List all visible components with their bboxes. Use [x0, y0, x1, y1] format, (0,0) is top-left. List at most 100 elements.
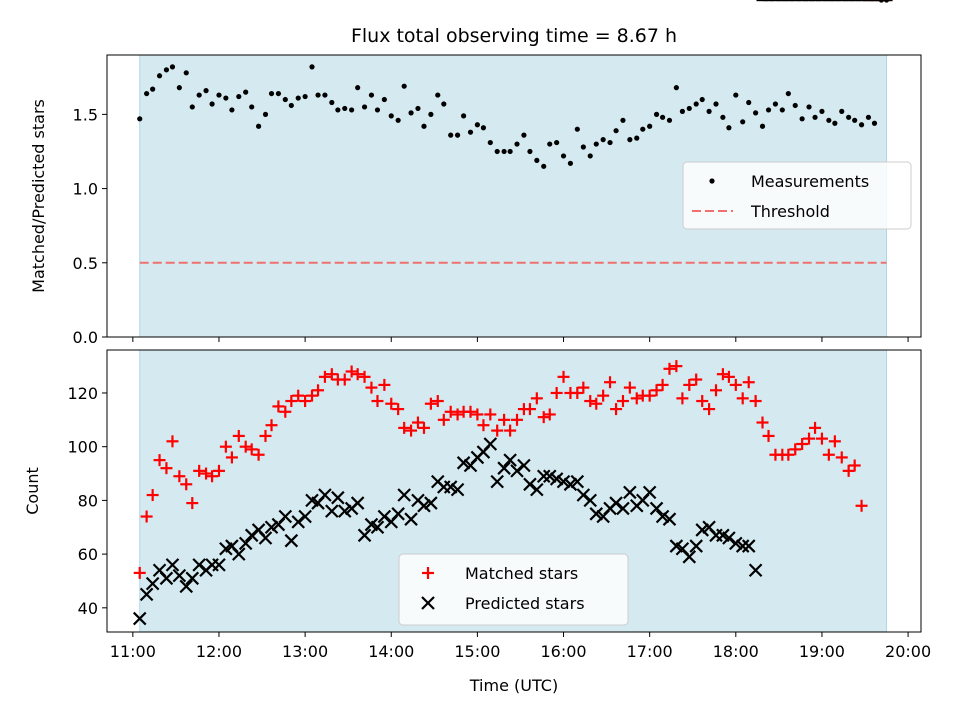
measurement-point — [335, 107, 341, 113]
predicted-star-point — [172, 568, 187, 583]
matched-star-point — [358, 370, 371, 383]
x-tick-label: 11:00 — [110, 642, 156, 661]
x-tick-label: 20:00 — [885, 642, 931, 661]
measurement-point — [826, 117, 832, 123]
measurement-point — [679, 108, 685, 114]
legend-predicted-marker — [421, 596, 435, 610]
matched-star-point — [351, 368, 364, 381]
measurement-point — [150, 86, 156, 92]
predicted-star-point — [536, 469, 551, 484]
measurement-point — [846, 114, 852, 120]
matched-star-point — [630, 392, 643, 405]
measurement-point — [163, 67, 170, 73]
legend-matched-label: Matched stars — [465, 564, 578, 583]
measurement-point — [554, 139, 560, 146]
top-y-tick-label: 0.0 — [73, 328, 98, 347]
measurement-point — [852, 117, 858, 123]
matched-star-point — [477, 419, 490, 432]
measurement-point — [441, 101, 447, 107]
measurement-point — [295, 95, 301, 101]
predicted-star-point — [139, 587, 154, 602]
measurement-point — [720, 114, 726, 120]
measurement-point — [812, 114, 818, 120]
matched-star-point — [722, 370, 735, 383]
predicted-star-point — [583, 493, 598, 508]
matched-star-point — [623, 381, 636, 394]
measurement-point — [156, 73, 163, 79]
matched-star-point — [219, 440, 232, 453]
predicted-star-point — [682, 550, 697, 564]
measurement-point — [753, 110, 759, 116]
matched-star-point — [180, 478, 193, 491]
predicted-star-point — [264, 520, 279, 535]
matched-star-point — [796, 438, 809, 450]
bottom-y-ticks: 40 60 80 100 120 — [67, 384, 107, 618]
matched-star-point — [186, 497, 199, 510]
measurement-point — [858, 122, 865, 128]
measurement-point — [169, 64, 176, 70]
matched-star-point — [835, 451, 848, 464]
matched-star-point — [385, 397, 398, 410]
predicted-star-point — [165, 558, 180, 572]
matched-star-point — [133, 566, 146, 579]
top-y-axis-label: Matched/Predicted stars — [29, 99, 48, 293]
matched-star-point — [411, 416, 424, 429]
measurement-point — [361, 104, 368, 110]
top-legend-box — [682, 161, 912, 230]
bottom-y-tick-label: 120 — [67, 384, 98, 403]
matched-star-point — [173, 470, 186, 483]
matched-star-point — [676, 392, 689, 405]
predicted-star-point — [417, 498, 431, 513]
matched-star-point — [398, 421, 411, 434]
matched-star-point — [590, 397, 603, 410]
matched-star-point — [239, 440, 252, 453]
legend-predicted-label: Predicted stars — [465, 594, 585, 613]
measurement-point — [480, 125, 487, 131]
predicted-star-point — [556, 474, 571, 489]
x-axis-label: Time (UTC) — [469, 676, 558, 695]
measurement-point — [772, 101, 779, 107]
measurement-point — [282, 96, 288, 103]
matched-star-point — [444, 405, 457, 418]
measurement-point — [560, 153, 567, 159]
measurement-point — [659, 114, 666, 120]
measurement-point — [759, 123, 766, 129]
measurement-point — [871, 120, 878, 126]
matched-star-point — [206, 470, 219, 483]
predicted-star-point — [542, 469, 557, 484]
matched-star-point — [683, 378, 696, 391]
top-y-tick-label: 0.5 — [73, 254, 98, 273]
measurement-point — [653, 111, 660, 117]
matched-star-point — [523, 403, 536, 416]
predicted-star-point — [456, 456, 471, 470]
predicted-star-point — [623, 485, 637, 500]
top-y-tick-label: 1.0 — [73, 180, 98, 199]
measurement-point — [454, 132, 461, 138]
matched-star-point — [285, 395, 298, 408]
measurement-point — [839, 108, 845, 114]
measurement-point — [699, 96, 705, 103]
predicted-star-point — [649, 501, 664, 516]
matched-star-point — [417, 421, 430, 434]
measurement-point — [243, 89, 249, 95]
predicted-star-point — [258, 531, 273, 545]
top-x-ticks — [132, 337, 909, 342]
matched-star-point — [484, 408, 497, 421]
predicted-star-point — [483, 437, 498, 451]
predicted-star-point — [232, 547, 246, 561]
measurement-point — [401, 83, 407, 89]
measurement-point — [395, 117, 401, 123]
matched-star-point — [365, 381, 378, 394]
predicted-star-point — [404, 512, 418, 526]
matched-star-point — [166, 435, 179, 448]
measurement-point — [474, 122, 480, 128]
matched-star-point — [530, 392, 543, 405]
measurement-point — [547, 141, 553, 147]
matched-star-point — [597, 389, 610, 402]
predicted-star-point — [695, 523, 709, 537]
bottom-panel: 40 60 80 100 120 11:00 12:00 13:00 14:00 15:00 16… — [23, 0, 931, 695]
matched-star-point — [471, 408, 484, 421]
predicted-star-points — [132, 0, 893, 626]
measurement-point — [309, 64, 315, 70]
measurement-point — [487, 139, 493, 146]
